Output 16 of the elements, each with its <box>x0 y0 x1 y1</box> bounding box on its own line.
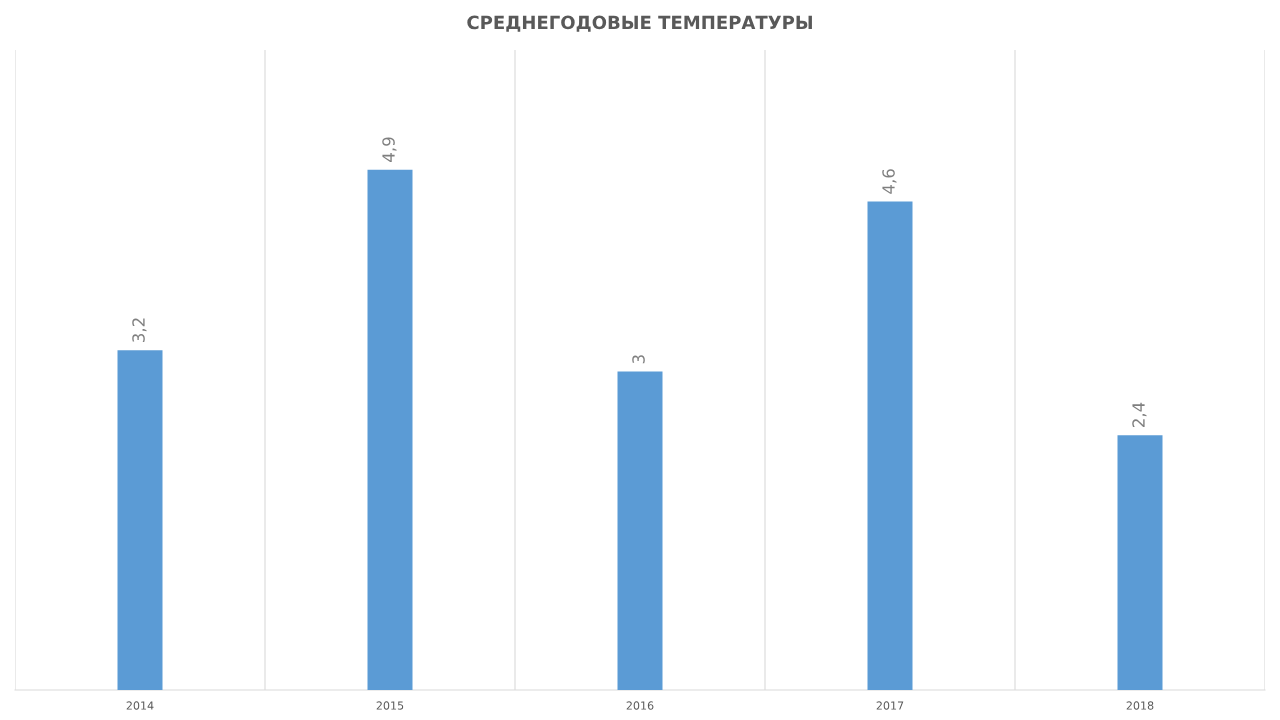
data-label: 4,6 <box>882 169 897 194</box>
x-tick-label: 2014 <box>126 701 154 710</box>
x-tick-label: 2016 <box>626 701 654 710</box>
x-tick-label: 2018 <box>1126 701 1154 710</box>
data-label: 2,4 <box>1132 402 1147 427</box>
data-label: 4,9 <box>382 137 397 162</box>
bar <box>867 201 913 690</box>
bar <box>617 371 663 690</box>
bar <box>117 350 163 690</box>
x-tick-label: 2017 <box>876 701 904 710</box>
chart-title: СРЕДНЕГОДОВЫЕ ТЕМПЕРАТУРЫ <box>467 15 812 32</box>
data-label: 3 <box>632 355 645 364</box>
x-tick-label: 2015 <box>376 701 404 710</box>
bar <box>1117 435 1163 690</box>
data-label: 3,2 <box>132 318 147 342</box>
bar <box>367 169 413 690</box>
